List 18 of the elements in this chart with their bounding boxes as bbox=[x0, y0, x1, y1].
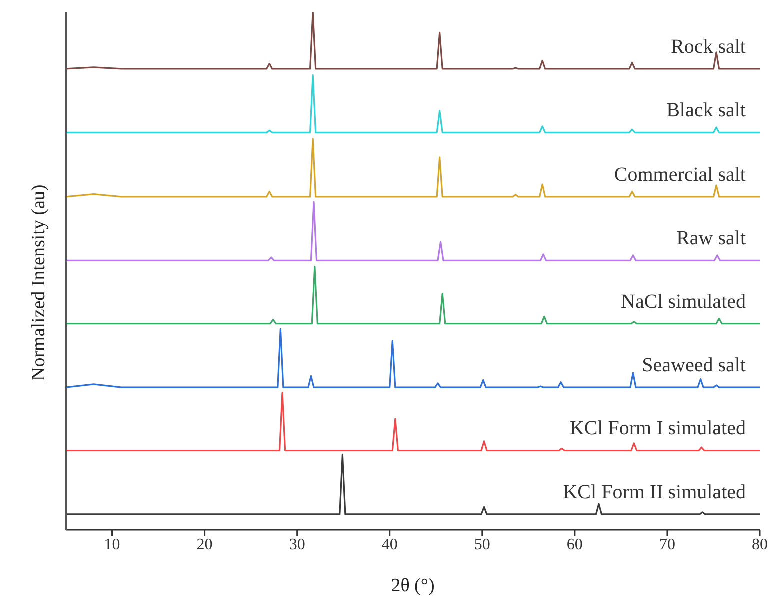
series-label: KCl Form I simulated bbox=[570, 418, 746, 440]
series-label: KCl Form II simulated bbox=[563, 481, 746, 504]
x-tick-label: 80 bbox=[752, 536, 768, 554]
x-axis-title: 2θ (°) bbox=[391, 575, 435, 596]
y-axis-title: Normalized Intensity (au) bbox=[28, 184, 50, 381]
x-tick-label: 10 bbox=[104, 536, 120, 554]
x-tick-label: 40 bbox=[382, 536, 398, 554]
x-tick-label: 60 bbox=[566, 536, 583, 554]
x-tick-label: 70 bbox=[659, 536, 676, 554]
x-tick-label: 20 bbox=[196, 536, 213, 554]
x-tick-label: 30 bbox=[289, 536, 306, 554]
series-label: Seaweed salt bbox=[642, 354, 746, 377]
series-label: NaCl simulated bbox=[621, 290, 746, 313]
series-label: Black salt bbox=[666, 100, 746, 122]
series-label: Commercial salt bbox=[614, 164, 746, 186]
x-tick-label: 50 bbox=[474, 536, 490, 554]
series-label: Rock salt bbox=[671, 36, 746, 58]
series-label: Raw salt bbox=[676, 228, 746, 250]
